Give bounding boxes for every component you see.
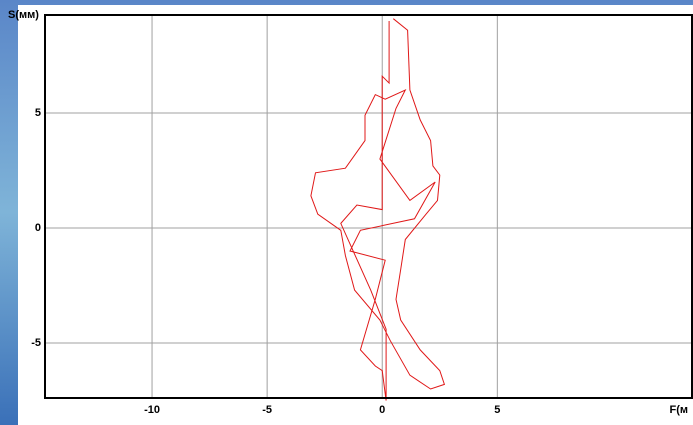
x-tick-label: -5: [262, 404, 272, 416]
x-tick-label: 5: [494, 404, 500, 416]
trajectory-line: [310, 18, 446, 401]
plot-area: [45, 15, 693, 398]
plot-border: [44, 14, 693, 399]
y-tick-label: -5: [31, 337, 41, 349]
y-axis-label: S(мм): [8, 9, 39, 21]
y-tick-label: 5: [35, 107, 41, 119]
y-tick-label: 0: [35, 222, 41, 234]
x-tick-label: -10: [144, 404, 160, 416]
x-tick-label: 0: [379, 404, 385, 416]
x-axis-label: F(м: [669, 404, 688, 416]
